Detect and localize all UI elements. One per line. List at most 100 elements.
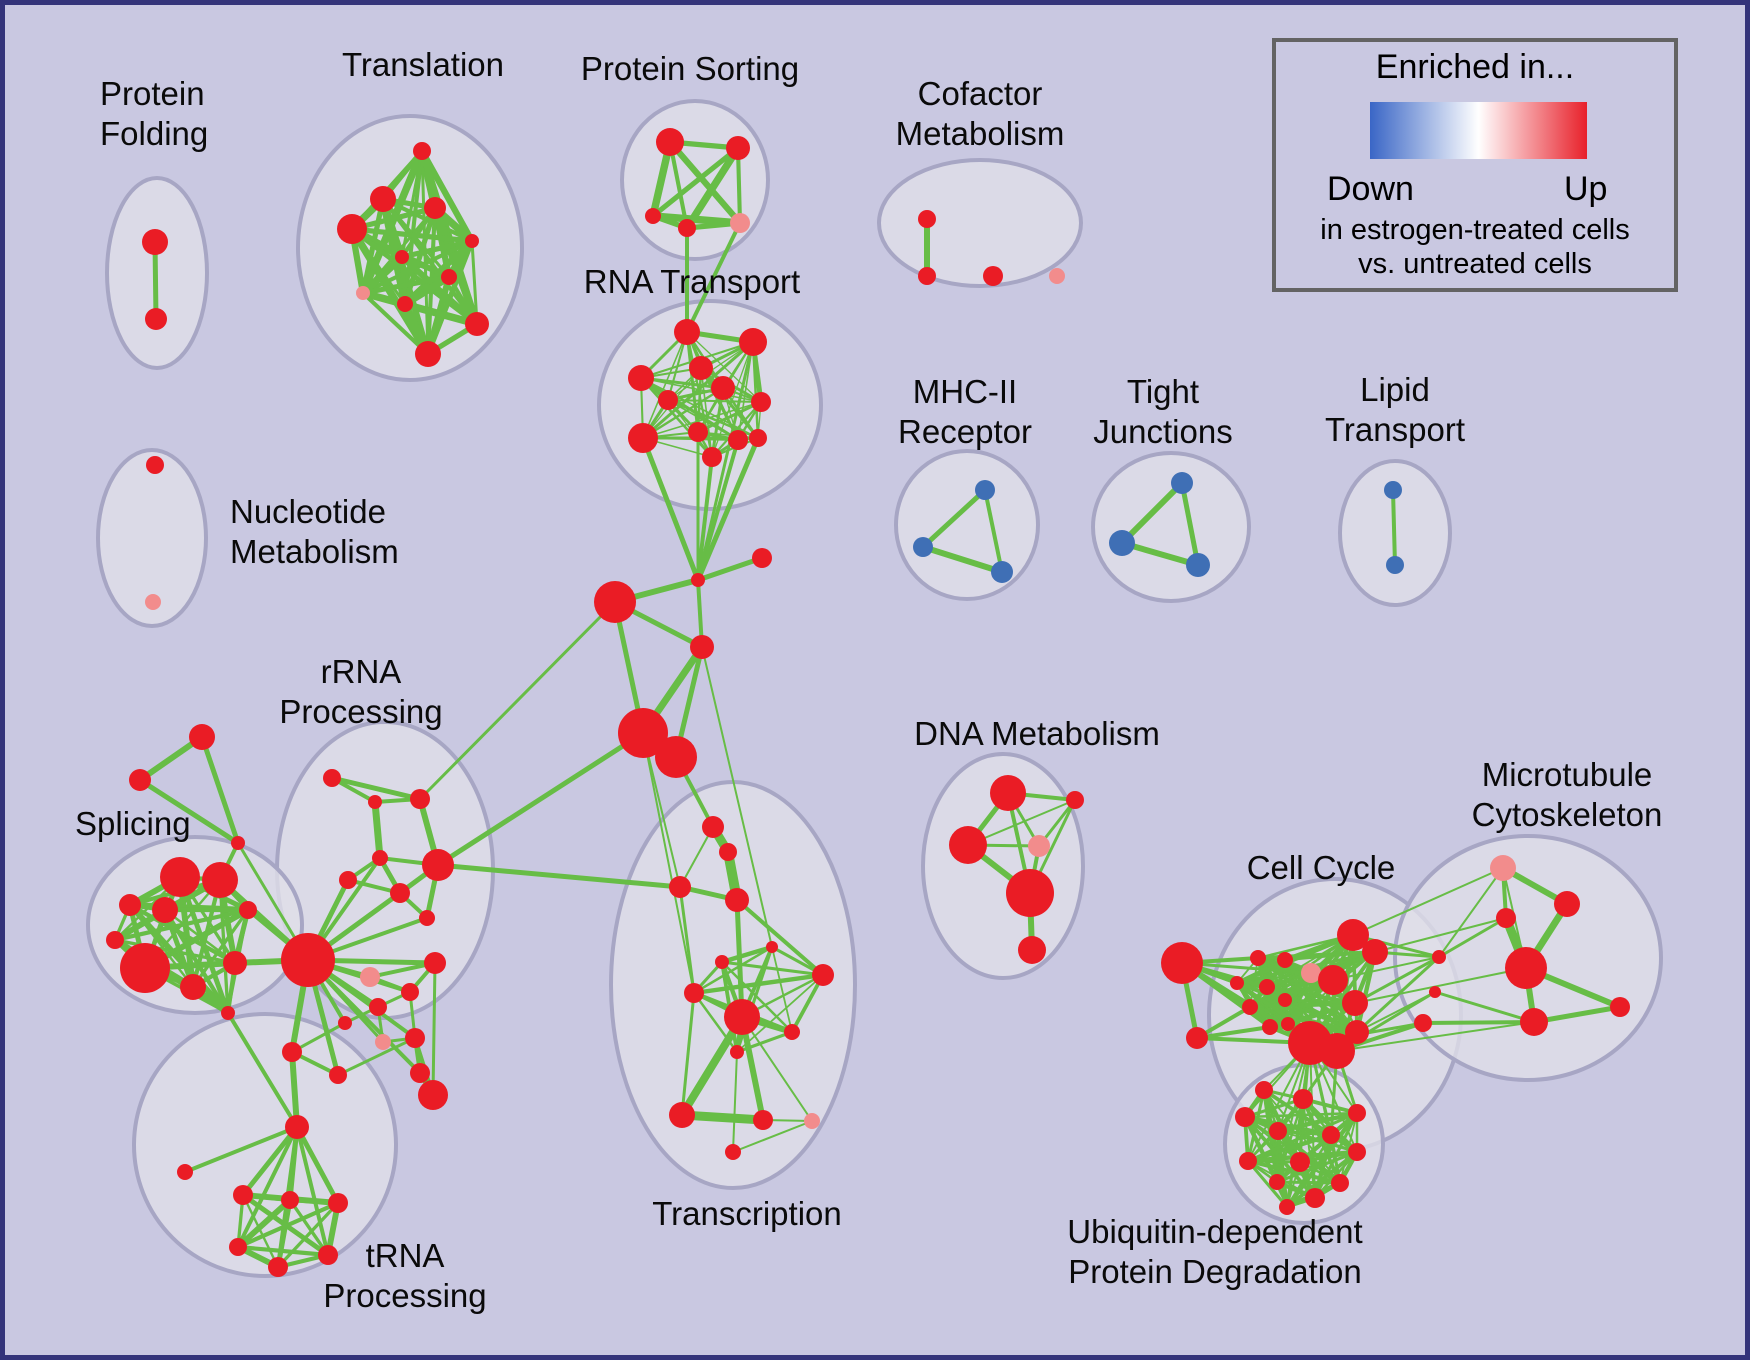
network-node-ps3: [678, 219, 696, 237]
network-node-ub3: [1269, 1122, 1287, 1140]
network-node-P7: [375, 1034, 391, 1050]
cluster-ellipse-dna-metabolism: [921, 752, 1085, 980]
network-edge: [685, 221, 742, 334]
network-edge: [678, 1013, 746, 1119]
network-node-C: [410, 789, 430, 809]
network-node-rn1: [739, 328, 767, 356]
network-node-ts2: [715, 955, 729, 969]
legend-up-label: Up: [1564, 170, 1608, 208]
network-node-cf2: [983, 266, 1003, 286]
cluster-ellipse-nucleotide-metabolism: [96, 448, 208, 628]
network-node-cn3: [1414, 1014, 1432, 1032]
network-node-T1: [189, 724, 215, 750]
network-node-cc10: [1262, 1019, 1278, 1035]
network-node-ps4: [730, 213, 750, 233]
network-edge: [1245, 1132, 1334, 1164]
network-edge: [666, 138, 744, 227]
network-node-cc0: [1161, 942, 1203, 984]
network-edge: [402, 301, 480, 327]
cluster-label-microtubule-cytoskeleton: Microtubule Cytoskeleton: [1472, 756, 1663, 833]
network-node-dn4: [1006, 869, 1054, 917]
network-node-tr6: [441, 269, 457, 285]
network-edge: [983, 488, 1004, 574]
cluster-ellipse-rna-transport: [597, 299, 823, 511]
network-edge: [650, 145, 741, 219]
network-node-mh2: [991, 561, 1013, 583]
network-node-P8: [410, 1063, 430, 1083]
network-node-j1: [691, 573, 705, 587]
network-node-ps2: [645, 208, 661, 224]
network-node-P2: [401, 983, 419, 1001]
cluster-label-protein-folding: Protein Folding: [100, 75, 208, 152]
network-node-b1: [594, 581, 636, 623]
network-edge: [691, 972, 826, 996]
network-edge: [336, 1036, 417, 1077]
network-node-Sp4: [239, 901, 257, 919]
network-edge: [642, 732, 695, 994]
network-edge: [720, 960, 794, 1034]
network-node-cc4: [1301, 963, 1321, 983]
cluster-label-translation: Translation: [342, 46, 504, 83]
network-edge: [1235, 981, 1357, 1005]
network-edge: [418, 600, 617, 801]
network-node-ts3: [684, 983, 704, 1003]
cluster-label-ubiquitin-degradation: Ubiquitin-dependent Protein Degradation: [1067, 1213, 1362, 1290]
network-node-ps1: [726, 136, 750, 160]
cluster-label-splicing: Splicing: [75, 805, 191, 842]
network-edge: [1275, 1110, 1360, 1134]
network-node-pf1: [145, 308, 167, 330]
network-node-ub4: [1322, 1126, 1340, 1144]
network-edge: [920, 487, 988, 550]
network-edge: [276, 1201, 340, 1269]
network-edge: [1234, 932, 1356, 986]
cluster-label-tight-junctions: Tight Junctions: [1093, 373, 1232, 450]
network-edge: [359, 253, 406, 297]
network-edge: [696, 455, 714, 582]
network-edge: [112, 907, 251, 943]
network-node-m1: [618, 708, 668, 758]
network-node-cn1: [1432, 950, 1446, 964]
network-node-cc7: [1242, 999, 1258, 1015]
network-edge: [236, 1125, 299, 1249]
network-node-rn8: [628, 423, 658, 453]
network-edge: [732, 1051, 738, 1153]
network-edge: [1309, 1042, 1316, 1199]
network-edge: [226, 1011, 299, 1129]
cluster-label-transcription: Transcription: [652, 1195, 842, 1232]
network-node-ts0: [766, 941, 778, 953]
network-node-mt2: [1496, 908, 1516, 928]
network-node-Tf: [268, 1257, 288, 1277]
network-edge: [1339, 1112, 1358, 1184]
network-node-mt3: [1505, 947, 1547, 989]
network-edge: [641, 386, 725, 440]
network-edge: [289, 1049, 300, 1130]
network-node-cc15: [1337, 919, 1369, 951]
network-node-rn11: [702, 447, 722, 467]
network-node-rn5: [751, 392, 771, 412]
network-node-lt1: [1386, 556, 1404, 574]
network-edge: [771, 946, 793, 1033]
legend-box: Enriched in... Down Up in estrogen-treat…: [1272, 38, 1678, 292]
network-node-tr7: [356, 286, 370, 300]
network-node-tr5: [395, 250, 409, 264]
network-edge: [734, 897, 745, 1020]
network-node-ub0: [1255, 1081, 1273, 1099]
network-node-rn6: [658, 390, 678, 410]
network-edge: [191, 908, 250, 989]
network-edge: [241, 1193, 280, 1269]
network-node-ts6: [669, 1102, 695, 1128]
network-edge: [696, 400, 763, 434]
network-node-tj2: [1186, 553, 1210, 577]
network-node-Td: [229, 1238, 247, 1256]
network-node-cc11: [1281, 1017, 1295, 1031]
network-edge: [1119, 480, 1185, 546]
network-node-D: [372, 850, 388, 866]
network-edge: [1433, 990, 1536, 1024]
cluster-labels: Protein Folding Translation Protein Sorting…: [75, 46, 1662, 1314]
network-node-ub11: [1305, 1188, 1325, 1208]
network-node-cc17: [1230, 976, 1244, 990]
network-node-mh1: [913, 537, 933, 557]
network-edge: [680, 991, 696, 1117]
network-edge: [1275, 1180, 1342, 1185]
